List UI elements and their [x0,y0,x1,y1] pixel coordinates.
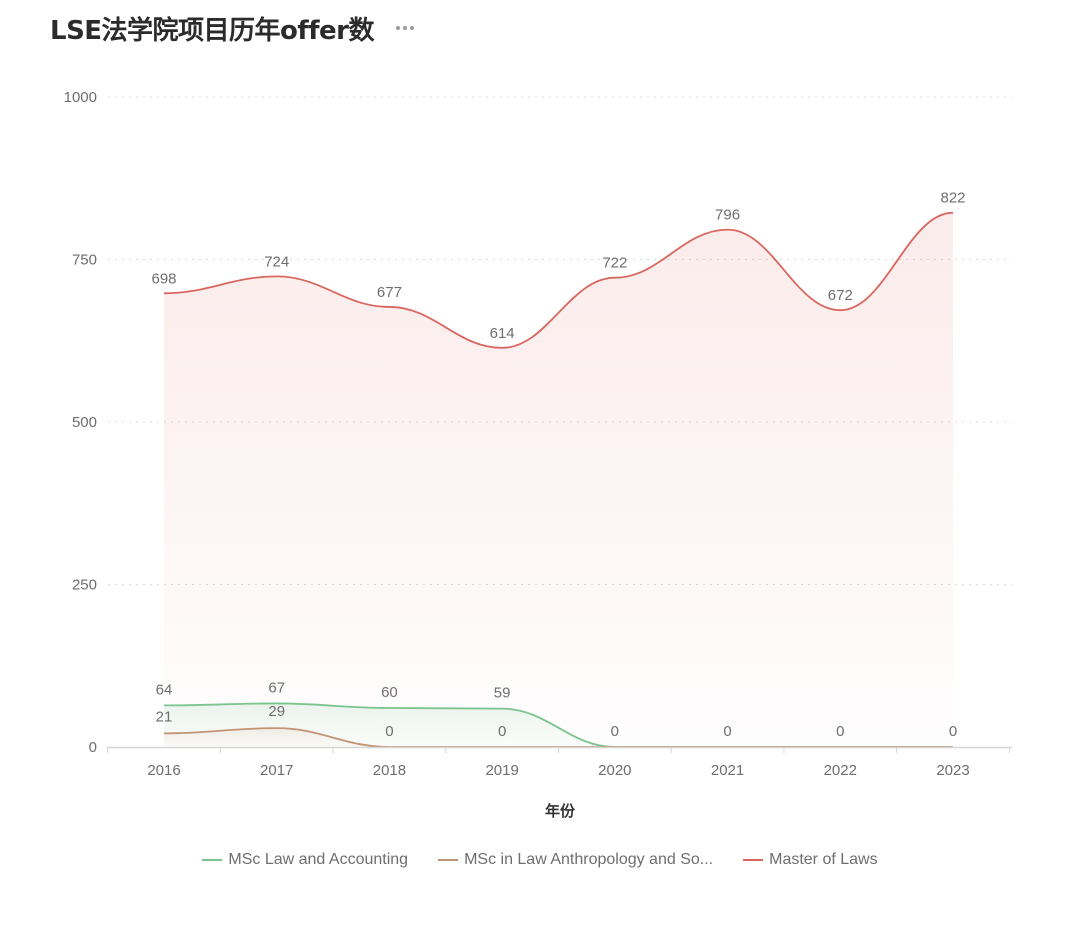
svg-text:0: 0 [723,723,731,740]
svg-text:2018: 2018 [373,762,406,779]
x-axis: 2016 2017 2018 2019 2020 2021 2022 2023 [107,746,1012,779]
legend-item-law-anthropology[interactable]: MSc in Law Anthropology and So... [438,851,713,869]
svg-text:724: 724 [264,253,289,270]
x-axis-title: 年份 [544,802,575,820]
svg-text:0: 0 [949,723,957,740]
svg-text:2017: 2017 [260,762,293,779]
legend-label: Master of Laws [769,851,878,868]
svg-text:0: 0 [89,739,97,756]
svg-text:250: 250 [72,577,97,594]
svg-text:2020: 2020 [598,762,631,779]
svg-text:672: 672 [828,287,853,304]
legend-line-icon [743,859,764,861]
svg-text:2022: 2022 [824,762,857,779]
chart-header: LSE法学院项目历年offer数 [50,8,418,48]
legend-label: MSc in Law Anthropology and So... [464,851,714,868]
legend-line-icon [438,859,459,861]
svg-text:2019: 2019 [485,762,518,779]
svg-text:2016: 2016 [147,762,180,779]
svg-text:0: 0 [611,723,619,740]
svg-text:750: 750 [72,252,97,269]
svg-text:698: 698 [151,270,176,287]
svg-text:500: 500 [72,414,97,431]
legend-item-law-accounting[interactable]: MSc Law and Accounting [202,851,408,869]
legend-label: MSc Law and Accounting [228,851,409,868]
legend: MSc Law and Accounting MSc in Law Anthro… [0,851,1080,869]
legend-line-icon [202,859,223,861]
svg-text:21: 21 [156,708,173,725]
svg-text:60: 60 [381,684,398,701]
svg-text:59: 59 [494,685,511,702]
svg-text:2023: 2023 [936,762,969,779]
svg-text:29: 29 [268,703,285,720]
svg-text:67: 67 [268,679,285,696]
more-options-icon[interactable] [392,22,418,34]
svg-text:722: 722 [602,255,627,272]
svg-text:614: 614 [490,325,515,342]
grid-lines: 0 250 500 750 1000 [64,89,1012,756]
data-labels: 698 724 677 614 722 796 672 822 64 67 60 59 21 29 0 0 0 0… [151,190,965,740]
svg-text:0: 0 [836,723,844,740]
svg-text:796: 796 [715,207,740,224]
chart-title: LSE法学院项目历年offer数 [50,15,375,46]
svg-text:1000: 1000 [64,89,97,106]
svg-text:677: 677 [377,284,402,301]
svg-text:822: 822 [940,190,965,207]
svg-text:64: 64 [156,681,173,698]
svg-text:0: 0 [385,723,393,740]
svg-text:2021: 2021 [711,762,744,779]
svg-text:0: 0 [498,723,506,740]
legend-item-master-of-laws[interactable]: Master of Laws [743,851,878,869]
